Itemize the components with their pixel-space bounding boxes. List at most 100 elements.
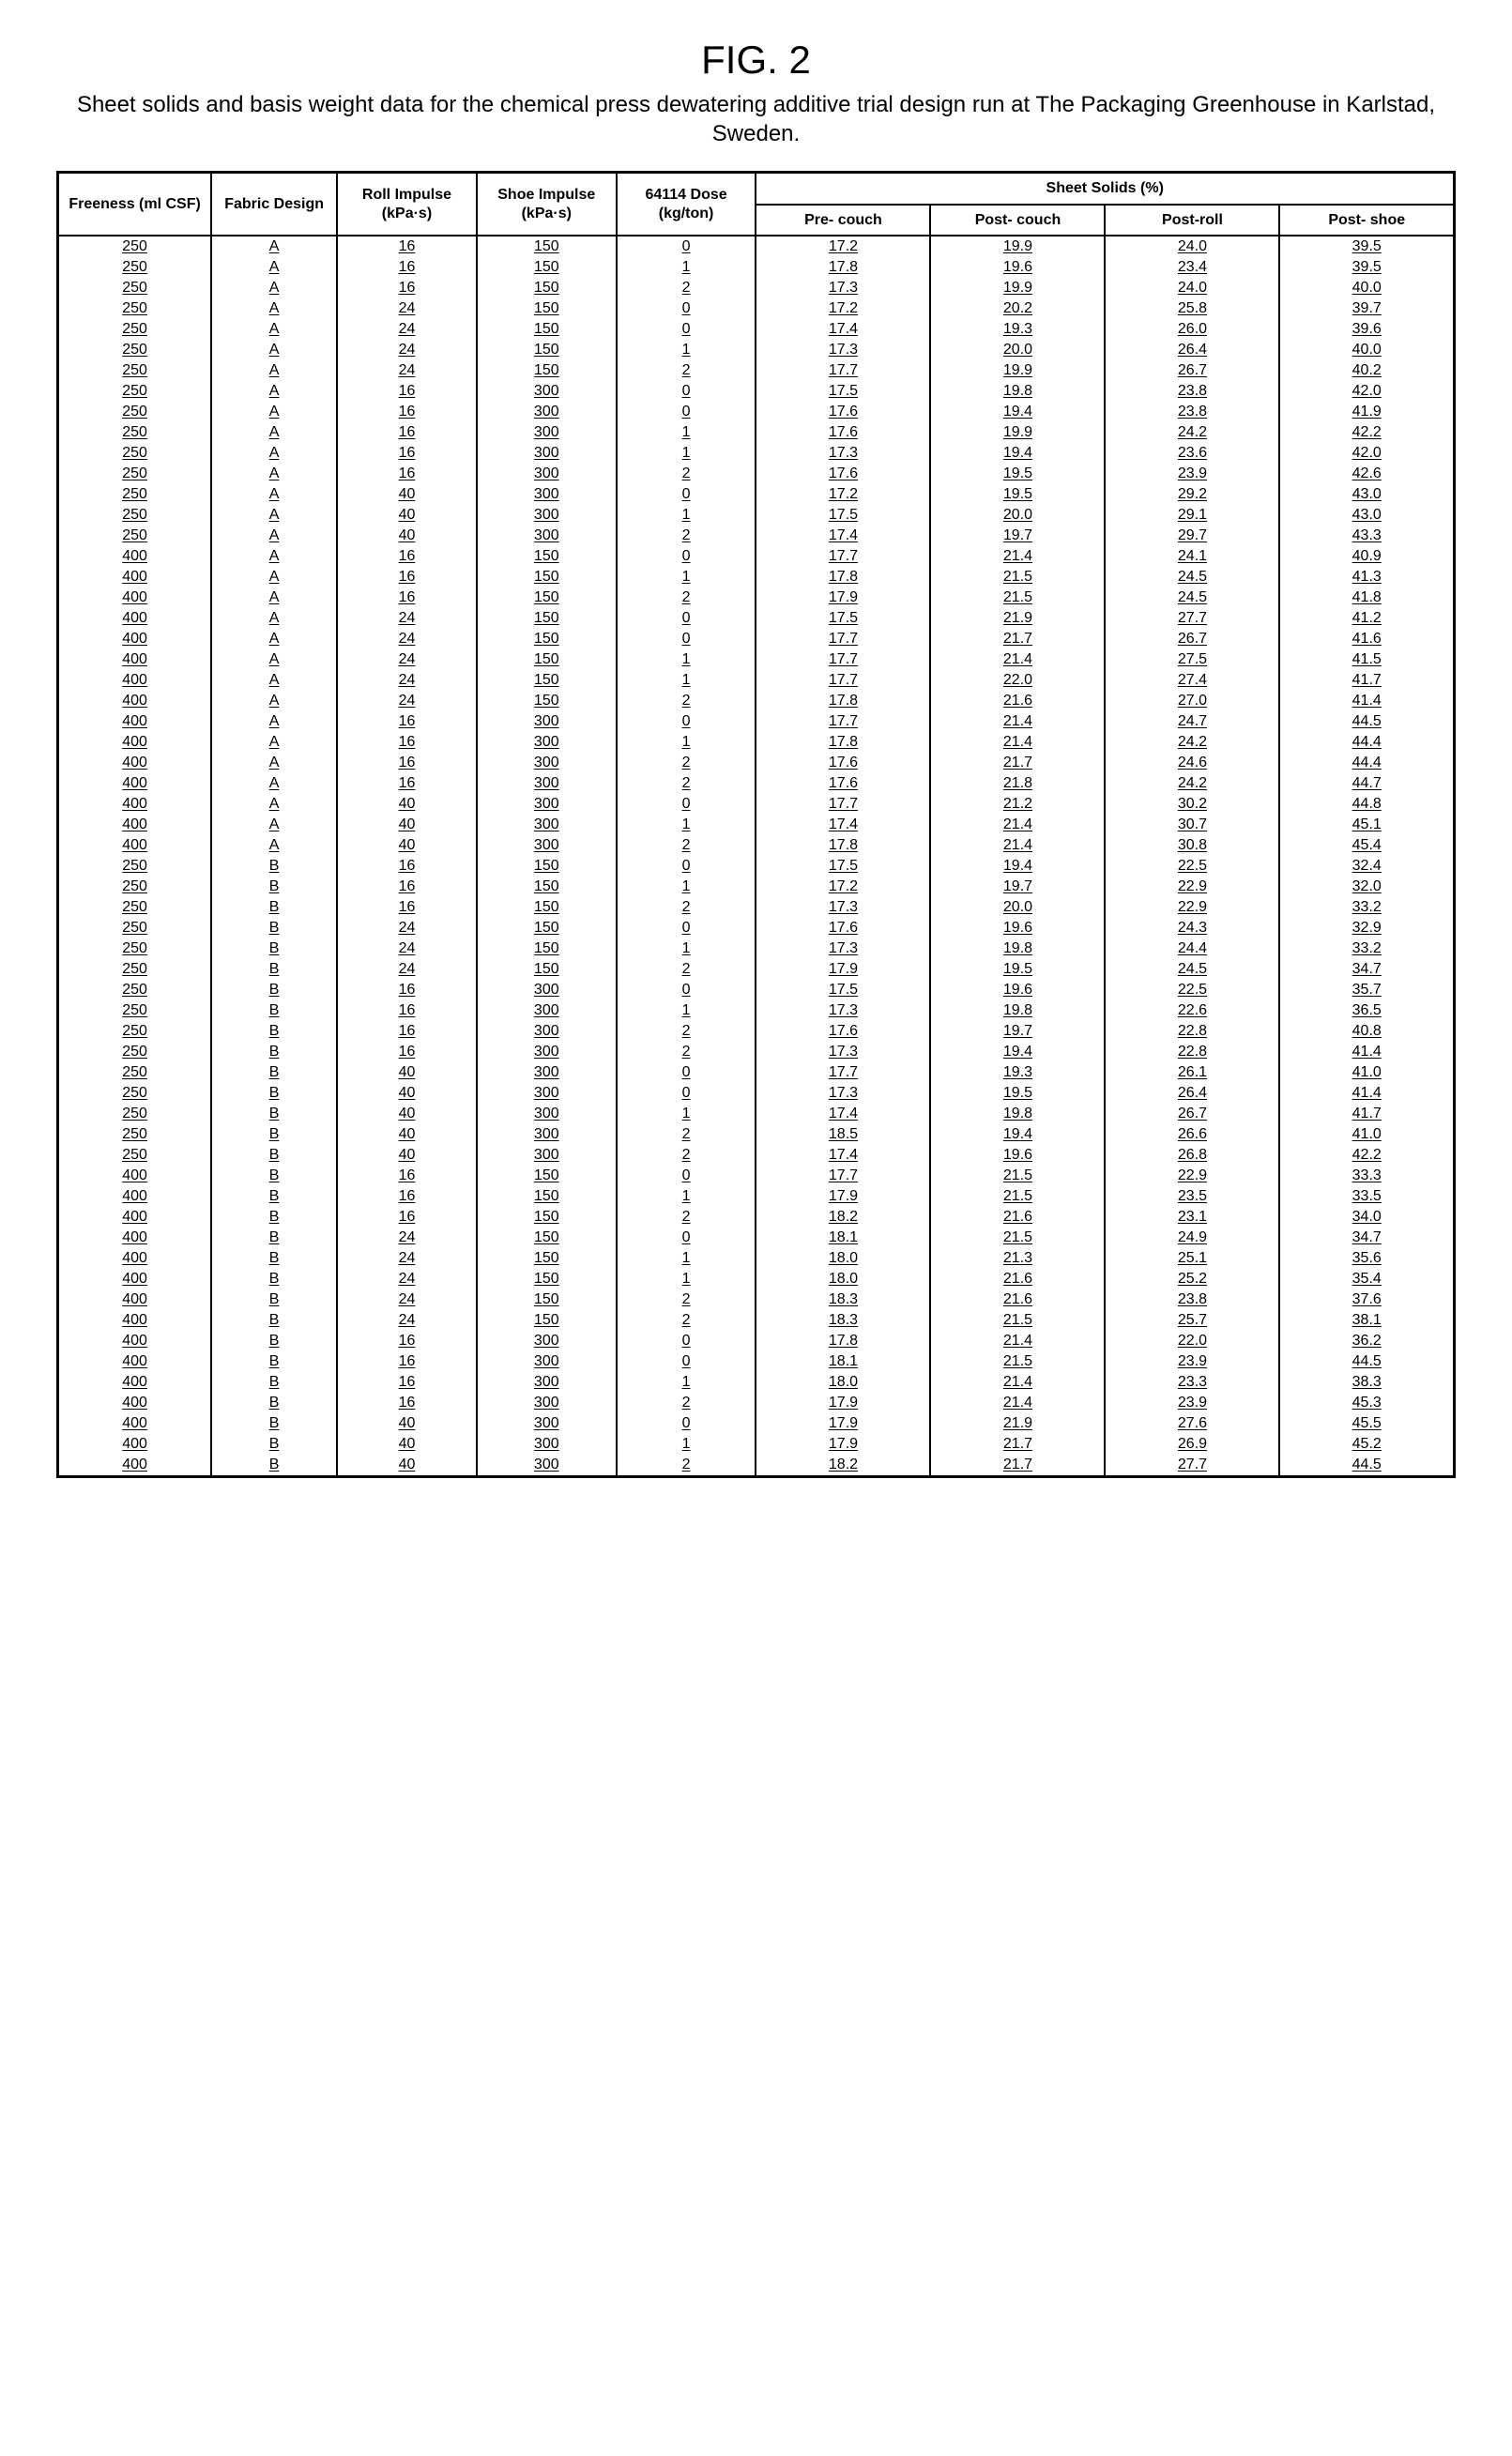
table-cell: 41.6 bbox=[1279, 629, 1454, 649]
table-cell: 150 bbox=[477, 691, 617, 711]
table-cell: 0 bbox=[617, 629, 756, 649]
table-cell: 21.7 bbox=[930, 1434, 1105, 1455]
table-row: 250B40300017.719.326.141.0 bbox=[58, 1062, 1455, 1083]
table-cell: 16 bbox=[337, 1207, 477, 1228]
table-cell: 16 bbox=[337, 1331, 477, 1351]
table-cell: 17.2 bbox=[756, 298, 930, 319]
table-cell: 17.9 bbox=[756, 1393, 930, 1413]
table-cell: B bbox=[211, 918, 337, 938]
table-cell: 40.2 bbox=[1279, 360, 1454, 381]
table-cell: A bbox=[211, 546, 337, 567]
table-cell: 24 bbox=[337, 1269, 477, 1289]
table-cell: 1 bbox=[617, 1372, 756, 1393]
table-cell: 250 bbox=[58, 1042, 212, 1062]
table-cell: 24 bbox=[337, 1310, 477, 1331]
table-cell: 400 bbox=[58, 1269, 212, 1289]
table-cell: 24 bbox=[337, 691, 477, 711]
table-cell: A bbox=[211, 526, 337, 546]
table-cell: 400 bbox=[58, 649, 212, 670]
table-row: 400B16300118.021.423.338.3 bbox=[58, 1372, 1455, 1393]
table-cell: 26.7 bbox=[1105, 1104, 1279, 1124]
table-cell: 43.0 bbox=[1279, 505, 1454, 526]
table-cell: 2 bbox=[617, 464, 756, 484]
table-cell: B bbox=[211, 1434, 337, 1455]
table-cell: B bbox=[211, 1269, 337, 1289]
table-cell: 24 bbox=[337, 959, 477, 980]
table-row: 250A16150017.219.924.039.5 bbox=[58, 236, 1455, 257]
table-cell: B bbox=[211, 1021, 337, 1042]
table-cell: 17.9 bbox=[756, 1434, 930, 1455]
table-row: 400A24150017.521.927.741.2 bbox=[58, 608, 1455, 629]
table-row: 400B40300117.921.726.945.2 bbox=[58, 1434, 1455, 1455]
table-row: 400B24150118.021.325.135.6 bbox=[58, 1248, 1455, 1269]
table-cell: 16 bbox=[337, 567, 477, 587]
table-cell: 29.2 bbox=[1105, 484, 1279, 505]
table-row: 250A40300017.219.529.243.0 bbox=[58, 484, 1455, 505]
table-cell: 17.3 bbox=[756, 938, 930, 959]
table-cell: 150 bbox=[477, 897, 617, 918]
table-cell: 250 bbox=[58, 897, 212, 918]
table-cell: 16 bbox=[337, 402, 477, 422]
table-cell: 18.1 bbox=[756, 1228, 930, 1248]
table-cell: B bbox=[211, 1372, 337, 1393]
table-cell: 400 bbox=[58, 1186, 212, 1207]
table-cell: 34.7 bbox=[1279, 959, 1454, 980]
table-cell: 19.4 bbox=[930, 1042, 1105, 1062]
table-cell: 18.2 bbox=[756, 1207, 930, 1228]
table-cell: 300 bbox=[477, 1083, 617, 1104]
table-cell: 150 bbox=[477, 938, 617, 959]
table-cell: 150 bbox=[477, 1228, 617, 1248]
table-cell: 40 bbox=[337, 1083, 477, 1104]
table-row: 250B16300217.319.422.841.4 bbox=[58, 1042, 1455, 1062]
table-cell: 40 bbox=[337, 484, 477, 505]
table-cell: 17.4 bbox=[756, 815, 930, 835]
table-cell: 2 bbox=[617, 691, 756, 711]
table-cell: 21.4 bbox=[930, 1393, 1105, 1413]
table-cell: 40 bbox=[337, 815, 477, 835]
table-cell: 24 bbox=[337, 340, 477, 360]
table-row: 250A16300117.619.924.242.2 bbox=[58, 422, 1455, 443]
table-cell: 21.7 bbox=[930, 1455, 1105, 1477]
table-cell: 250 bbox=[58, 1124, 212, 1145]
table-cell: 300 bbox=[477, 1042, 617, 1062]
table-cell: 0 bbox=[617, 1351, 756, 1372]
table-cell: 0 bbox=[617, 298, 756, 319]
table-cell: 30.8 bbox=[1105, 835, 1279, 856]
table-row: 400B24150218.321.525.738.1 bbox=[58, 1310, 1455, 1331]
table-cell: 16 bbox=[337, 464, 477, 484]
table-cell: 21.7 bbox=[930, 753, 1105, 773]
table-cell: 45.1 bbox=[1279, 815, 1454, 835]
table-cell: 250 bbox=[58, 938, 212, 959]
table-cell: 21.3 bbox=[930, 1248, 1105, 1269]
table-cell: 16 bbox=[337, 381, 477, 402]
table-cell: 26.6 bbox=[1105, 1124, 1279, 1145]
table-cell: A bbox=[211, 319, 337, 340]
table-row: 400A16150117.821.524.541.3 bbox=[58, 567, 1455, 587]
table-cell: A bbox=[211, 691, 337, 711]
table-row: 250A24150217.719.926.740.2 bbox=[58, 360, 1455, 381]
table-cell: 300 bbox=[477, 1393, 617, 1413]
table-row: 400A24150117.722.027.441.7 bbox=[58, 670, 1455, 691]
table-cell: 23.9 bbox=[1105, 1351, 1279, 1372]
table-cell: 16 bbox=[337, 546, 477, 567]
table-cell: 0 bbox=[617, 381, 756, 402]
table-cell: 21.9 bbox=[930, 1413, 1105, 1434]
table-cell: 42.2 bbox=[1279, 422, 1454, 443]
table-cell: 17.7 bbox=[756, 670, 930, 691]
table-cell: A bbox=[211, 402, 337, 422]
table-cell: A bbox=[211, 608, 337, 629]
table-cell: 17.7 bbox=[756, 629, 930, 649]
table-cell: 2 bbox=[617, 278, 756, 298]
table-cell: 0 bbox=[617, 711, 756, 732]
table-cell: 250 bbox=[58, 1000, 212, 1021]
table-cell: 21.4 bbox=[930, 711, 1105, 732]
table-row: 400B40300017.921.927.645.5 bbox=[58, 1413, 1455, 1434]
table-cell: 17.8 bbox=[756, 732, 930, 753]
table-cell: 0 bbox=[617, 1413, 756, 1434]
table-cell: 42.2 bbox=[1279, 1145, 1454, 1166]
table-cell: 150 bbox=[477, 1289, 617, 1310]
table-cell: 2 bbox=[617, 897, 756, 918]
table-cell: 400 bbox=[58, 1351, 212, 1372]
table-cell: A bbox=[211, 484, 337, 505]
table-cell: 24 bbox=[337, 649, 477, 670]
